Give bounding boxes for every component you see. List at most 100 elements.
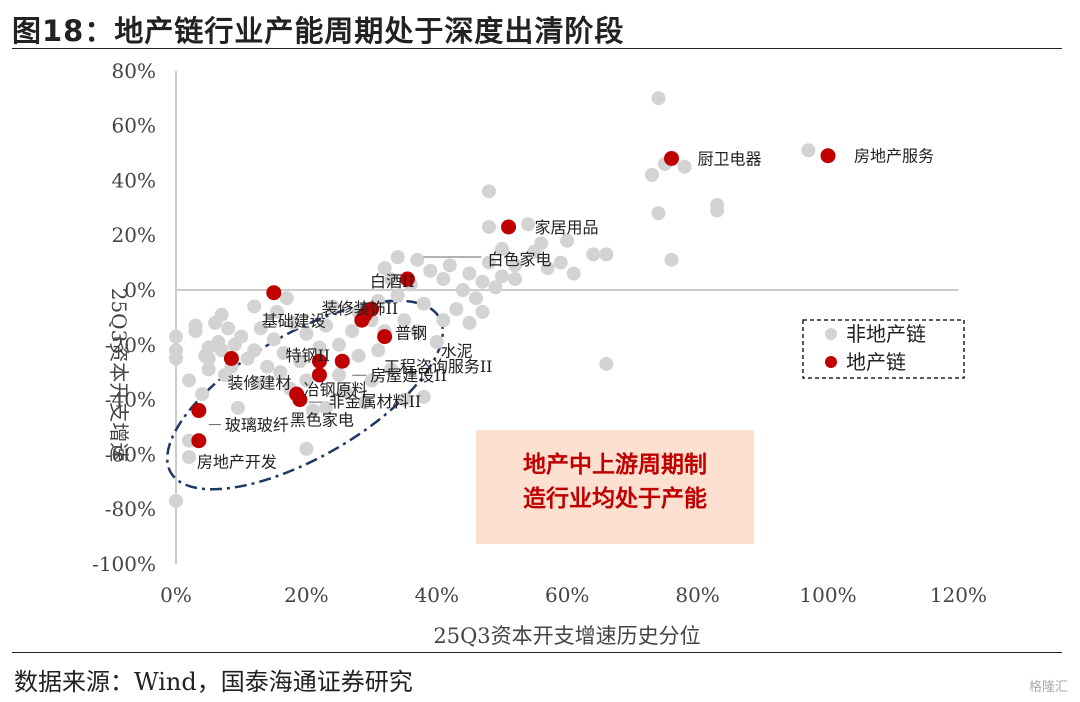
non-property-point: [521, 217, 536, 232]
non-property-point: [390, 250, 405, 265]
point-label: 家居用品: [535, 218, 599, 237]
y-tick-label: -60%: [105, 442, 156, 466]
non-property-point: [250, 376, 265, 391]
non-property-point: [423, 263, 438, 278]
point-label: 房地产服务: [854, 147, 934, 166]
property-point: [266, 285, 282, 301]
non-property-point: [801, 143, 816, 158]
non-property-point: [416, 296, 431, 311]
non-property-point: [182, 450, 197, 465]
non-property-point: [495, 241, 509, 256]
non-property-point: [299, 326, 314, 341]
non-property-point: [599, 247, 614, 262]
non-property-point: [377, 261, 392, 276]
x-tick-label: 80%: [675, 583, 719, 607]
non-property-point: [270, 304, 285, 319]
figure-title: 图18：地产链行业产能周期处于深度出清阶段: [12, 14, 625, 48]
x-tick-label: 40%: [415, 583, 459, 607]
non-property-point: [481, 219, 496, 234]
non-property-point: [273, 365, 288, 380]
x-tick-label: 20%: [284, 583, 328, 607]
legend-red-marker: [825, 356, 837, 368]
non-property-point: [247, 343, 262, 358]
non-property-point: [599, 356, 614, 371]
y-tick-label: 40%: [112, 168, 156, 192]
non-property-point: [312, 340, 327, 355]
property-point: [501, 219, 517, 235]
property-point: [354, 312, 370, 328]
footer-divider: [12, 652, 1062, 653]
non-property-point: [292, 354, 307, 369]
non-property-point: [299, 373, 314, 388]
non-property-point: [234, 329, 249, 344]
non-property-points: [169, 91, 816, 508]
title-divider: [12, 48, 1062, 49]
non-property-point: [230, 400, 245, 415]
non-property-point: [332, 367, 346, 382]
point-label: 玻璃玻纤: [225, 416, 289, 435]
non-property-point: [397, 313, 412, 328]
point-label: 房地产开发: [197, 453, 277, 472]
non-property-point: [468, 291, 483, 306]
non-property-point: [318, 400, 333, 415]
non-property-point: [449, 302, 464, 317]
point-label: 工程咨询服务II: [384, 357, 493, 376]
non-property-point: [214, 343, 229, 358]
point-label: 特钢II: [285, 346, 330, 365]
non-property-point: [318, 318, 333, 333]
non-property-point: [540, 261, 555, 276]
non-property-point: [384, 362, 399, 377]
point-label: 冶钢原料: [303, 380, 367, 399]
watermark: 格隆汇: [1028, 680, 1068, 695]
non-property-point: [475, 274, 490, 289]
non-property-point: [586, 247, 601, 262]
label-leader-lines: [208, 256, 482, 426]
non-property-point: [664, 252, 679, 267]
non-property-point: [384, 272, 399, 287]
non-property-point: [214, 307, 229, 322]
x-axis-label: 25Q3资本开支增速历史分位: [433, 624, 700, 648]
point-label: 普钢: [395, 324, 427, 343]
non-property-point: [416, 389, 431, 404]
non-property-point: [266, 332, 281, 347]
non-property-point: [677, 159, 692, 174]
property-point: [223, 351, 239, 366]
non-property-point: [436, 313, 451, 328]
property-point: [311, 353, 327, 369]
non-property-point: [169, 493, 183, 508]
non-property-point: [247, 299, 262, 314]
non-property-point: [358, 395, 373, 410]
callout-line-1: 地产中上游周期制: [523, 451, 707, 478]
legend: 非地产链 地产链: [802, 319, 965, 379]
property-point: [191, 433, 207, 449]
legend-item-property: 地产链: [846, 350, 906, 374]
y-axis-label: 25Q3资本开支增速: [107, 288, 131, 463]
non-property-point: [390, 288, 405, 303]
property-point: [311, 367, 327, 383]
non-property-point: [253, 321, 268, 336]
non-property-point: [279, 291, 294, 306]
point-label: 厨卫电器: [698, 149, 762, 168]
non-property-point: [710, 198, 725, 213]
non-property-point: [276, 346, 291, 361]
point-label: 装修建材: [227, 374, 291, 393]
non-property-point: [534, 236, 549, 251]
non-property-point: [169, 351, 183, 366]
non-property-point: [299, 441, 314, 456]
non-property-point: [221, 321, 236, 336]
x-axis-ticks: 0% 20% 40% 60% 80% 100% 120%: [160, 583, 987, 607]
y-tick-label: -100%: [92, 552, 156, 576]
non-property-point: [651, 91, 666, 106]
non-property-point: [560, 233, 575, 248]
legend-item-non-property: 非地产链: [846, 322, 926, 346]
non-property-point: [429, 335, 444, 350]
annotation-label: 白酒II: [370, 272, 415, 291]
legend-grey-marker: [825, 328, 837, 340]
non-property-point: [436, 272, 451, 287]
x-tick-label: 60%: [545, 583, 589, 607]
property-point: [377, 329, 393, 345]
y-axis-ticks: 80% 60% 40% 20% 0% -20% -40% -60% -80% -100%: [92, 59, 156, 576]
non-property-point: [345, 324, 360, 339]
point-label: 白色家电: [487, 250, 551, 269]
